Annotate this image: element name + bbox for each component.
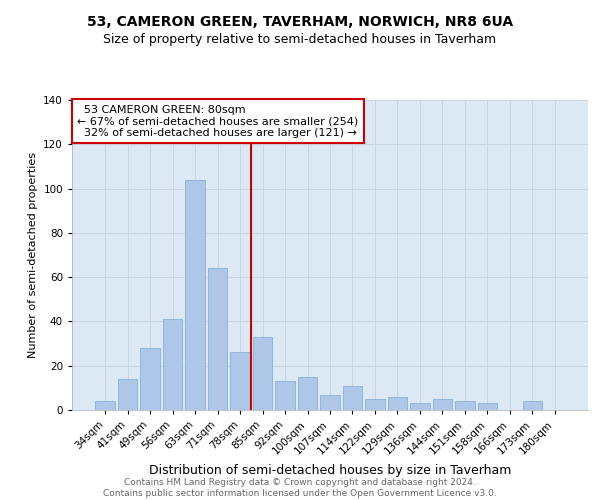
Bar: [118, 379, 137, 410]
Y-axis label: Number of semi-detached properties: Number of semi-detached properties: [28, 152, 38, 358]
Bar: [230, 352, 250, 410]
Bar: [208, 268, 227, 410]
Bar: [140, 348, 160, 410]
Bar: [455, 401, 475, 410]
Text: Contains HM Land Registry data © Crown copyright and database right 2024.
Contai: Contains HM Land Registry data © Crown c…: [103, 478, 497, 498]
Bar: [95, 401, 115, 410]
Bar: [320, 394, 340, 410]
Bar: [410, 404, 430, 410]
Text: 53 CAMERON GREEN: 80sqm
← 67% of semi-detached houses are smaller (254)
  32% of: 53 CAMERON GREEN: 80sqm ← 67% of semi-de…: [77, 104, 358, 138]
Text: Size of property relative to semi-detached houses in Taverham: Size of property relative to semi-detach…: [103, 32, 497, 46]
Bar: [365, 399, 385, 410]
Bar: [433, 399, 452, 410]
Bar: [185, 180, 205, 410]
Bar: [163, 319, 182, 410]
Bar: [253, 337, 272, 410]
X-axis label: Distribution of semi-detached houses by size in Taverham: Distribution of semi-detached houses by …: [149, 464, 511, 477]
Bar: [298, 377, 317, 410]
Bar: [523, 401, 542, 410]
Bar: [343, 386, 362, 410]
Bar: [478, 404, 497, 410]
Bar: [388, 396, 407, 410]
Bar: [275, 381, 295, 410]
Text: 53, CAMERON GREEN, TAVERHAM, NORWICH, NR8 6UA: 53, CAMERON GREEN, TAVERHAM, NORWICH, NR…: [87, 15, 513, 29]
